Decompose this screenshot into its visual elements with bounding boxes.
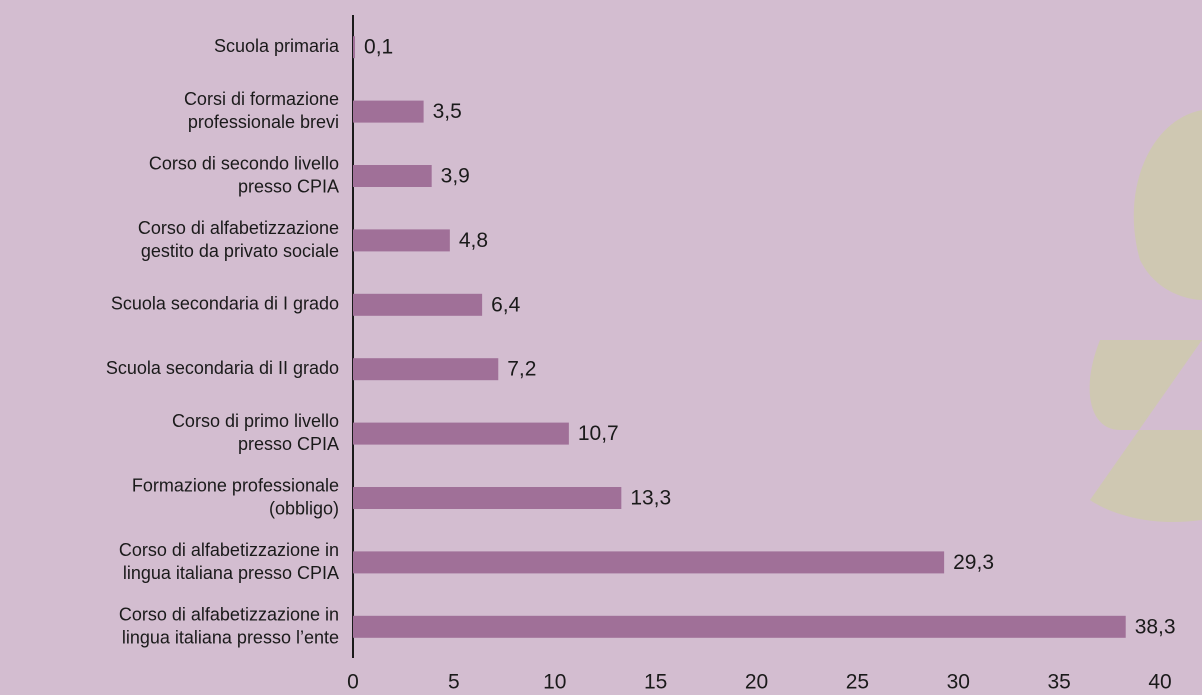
y-tick-label: Corsi di formazione professionale brevi bbox=[184, 89, 339, 132]
value-label: 13,3 bbox=[630, 487, 671, 510]
value-label: 7,2 bbox=[507, 358, 536, 381]
y-tick-label: Scuola secondaria di I grado bbox=[111, 294, 339, 314]
value-label: 3,9 bbox=[441, 165, 470, 188]
bar bbox=[353, 165, 432, 187]
x-tick-label: 10 bbox=[543, 671, 566, 694]
value-label: 10,7 bbox=[578, 422, 619, 445]
x-tick-label: 15 bbox=[644, 671, 667, 694]
value-label: 29,3 bbox=[953, 551, 994, 574]
y-tick-label: Scuola secondaria di II grado bbox=[106, 358, 339, 378]
bar bbox=[353, 36, 356, 59]
bar bbox=[353, 358, 499, 381]
bar bbox=[353, 100, 424, 123]
y-tick-label: Scuola primaria bbox=[214, 36, 340, 56]
x-tick-label: 35 bbox=[1047, 671, 1070, 694]
x-tick-label: 40 bbox=[1148, 671, 1171, 694]
decoration bbox=[1089, 110, 1202, 523]
y-tick-label: Formazione professionale (obbligo) bbox=[132, 475, 339, 518]
bar bbox=[353, 615, 1126, 638]
bar bbox=[353, 551, 945, 574]
y-tick-label: Corso di alfabetizzazione gestito da priv… bbox=[138, 218, 339, 261]
x-tick-label: 25 bbox=[846, 671, 869, 694]
y-tick-label: Corso di primo livello presso CPIA bbox=[172, 411, 339, 454]
value-label: 3,5 bbox=[433, 100, 462, 123]
bar bbox=[353, 487, 622, 509]
bar bbox=[353, 422, 569, 445]
y-tick-label: Corso di secondo livello presso CPIA bbox=[149, 153, 339, 196]
bar bbox=[353, 293, 483, 316]
y-tick-label: Corso di alfabetizzazione in lingua itali… bbox=[119, 540, 339, 583]
x-tick-label: 0 bbox=[347, 671, 359, 694]
y-tick-label: Corso di alfabetizzazione in lingua itali… bbox=[119, 604, 339, 647]
value-label: 0,1 bbox=[364, 36, 393, 59]
value-label: 38,3 bbox=[1135, 615, 1176, 638]
x-tick-label: 30 bbox=[947, 671, 970, 694]
bar bbox=[353, 229, 450, 252]
x-tick-label: 5 bbox=[448, 671, 460, 694]
x-tick-label: 20 bbox=[745, 671, 768, 694]
value-label: 4,8 bbox=[459, 229, 488, 252]
value-label: 6,4 bbox=[491, 293, 521, 316]
